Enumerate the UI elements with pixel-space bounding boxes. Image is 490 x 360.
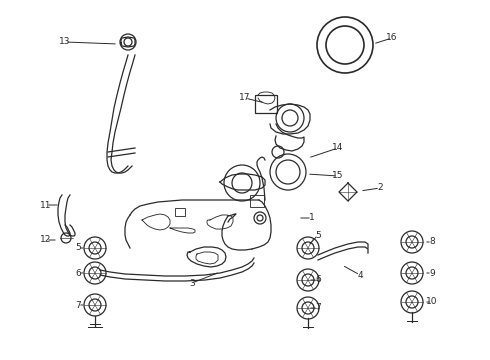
Text: 7: 7: [315, 303, 321, 312]
Bar: [250, 195, 264, 207]
Text: 5: 5: [315, 230, 321, 239]
Text: 4: 4: [357, 270, 363, 279]
Text: 5: 5: [75, 243, 81, 252]
Text: 10: 10: [426, 297, 438, 306]
Text: 15: 15: [332, 171, 344, 180]
Text: 6: 6: [315, 275, 321, 284]
Text: 14: 14: [332, 144, 343, 153]
Text: 6: 6: [75, 269, 81, 278]
Bar: [255, 95, 277, 113]
Text: 3: 3: [189, 279, 195, 288]
Text: 12: 12: [40, 235, 51, 244]
Text: 7: 7: [75, 301, 81, 310]
Text: 2: 2: [377, 184, 383, 193]
Text: 11: 11: [40, 201, 52, 210]
Text: 9: 9: [429, 269, 435, 278]
Text: 17: 17: [239, 94, 251, 103]
Text: 1: 1: [309, 213, 315, 222]
Text: 16: 16: [386, 33, 398, 42]
Text: 13: 13: [59, 37, 71, 46]
Bar: [175, 208, 185, 216]
Text: 8: 8: [429, 238, 435, 247]
